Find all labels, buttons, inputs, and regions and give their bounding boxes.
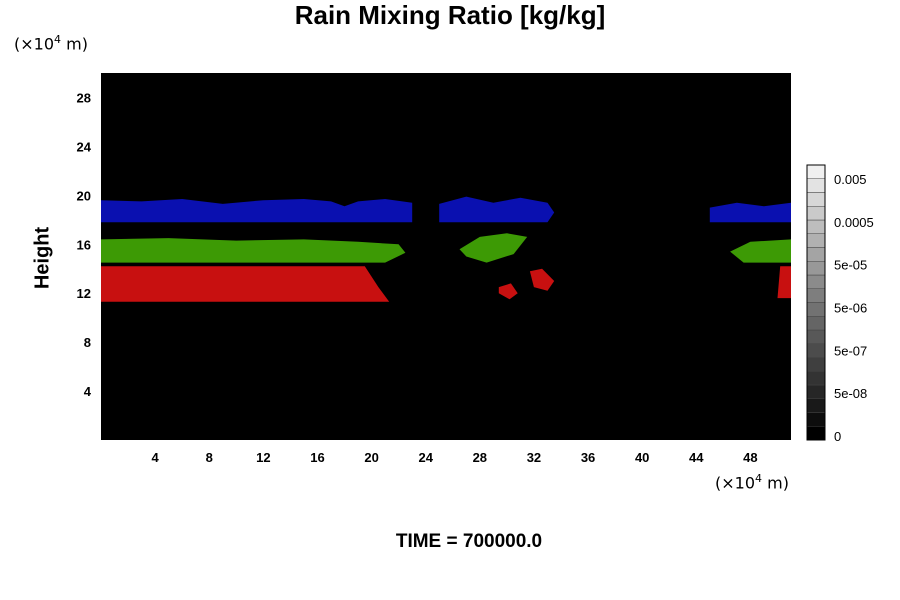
colorbar-segment: [806, 316, 826, 331]
colorbar-segment: [806, 343, 826, 358]
field-region-1: [439, 196, 555, 223]
colorbar-tick-label: 5e-05: [834, 258, 867, 273]
x-tick-label: 16: [310, 450, 324, 465]
x-tick-label: 36: [581, 450, 595, 465]
colorbar-segment: [806, 384, 826, 399]
colorbar-tick-label: 5e-07: [834, 343, 867, 358]
y-axis-unit: (×104 m): [14, 33, 88, 54]
x-tick-label: 4: [152, 450, 160, 465]
colorbar-tick-label: 0.005: [834, 172, 867, 187]
colorbar-tick-label: 5e-06: [834, 301, 867, 316]
x-tick-label: 24: [418, 450, 433, 465]
colorbar-segment: [806, 274, 826, 289]
x-tick-label: 32: [527, 450, 541, 465]
field-region-7: [529, 268, 555, 291]
colorbar-segment: [806, 219, 826, 234]
colorbar-segment: [806, 164, 826, 179]
colorbar-tick-label: 0: [834, 429, 841, 444]
colorbar-segment: [806, 233, 826, 248]
field-region-8: [498, 283, 518, 300]
x-tick-label: 20: [364, 450, 378, 465]
y-tick-label: 16: [77, 237, 91, 252]
x-axis-unit: (×104 m): [715, 472, 789, 493]
y-tick-label: 24: [77, 139, 92, 154]
colorbar-segment: [806, 288, 826, 303]
y-tick-label: 20: [77, 188, 91, 203]
x-tick-label: 8: [206, 450, 213, 465]
colorbar-segment: [806, 302, 826, 317]
field-region-9: [777, 266, 791, 299]
x-tick-label: 28: [473, 450, 487, 465]
x-tick-label: 40: [635, 450, 649, 465]
y-tick-label: 4: [84, 384, 92, 399]
colorbar-segment: [806, 261, 826, 276]
colorbar-segment: [806, 426, 826, 441]
colorbar-segment: [806, 371, 826, 386]
field-region-3: [101, 238, 406, 263]
x-tick-label: 44: [689, 450, 704, 465]
time-label: TIME = 700000.0: [395, 531, 543, 552]
y-tick-label: 8: [84, 335, 91, 350]
y-tick-label: 12: [77, 286, 91, 301]
field-region-0: [101, 199, 413, 223]
colorbar-segment: [806, 247, 826, 262]
x-tick-label: 12: [256, 450, 270, 465]
colorbar-segment: [806, 192, 826, 207]
colorbar-tick-label: 0.0005: [834, 215, 874, 230]
colorbar-frame: [806, 164, 826, 441]
colorbar-segment: [806, 329, 826, 344]
colorbar-segment: [806, 178, 826, 193]
colorbar-segment: [806, 412, 826, 427]
field-region-6: [101, 266, 390, 302]
x-tick-label: 48: [743, 450, 757, 465]
colorbar-segment: [806, 398, 826, 413]
colorbar-tick-label: 5e-08: [834, 386, 867, 401]
colorbar-segment: [806, 357, 826, 372]
y-tick-label: 28: [77, 90, 91, 105]
field-region-2: [709, 202, 791, 223]
field-region-5: [730, 239, 791, 263]
colorbar-segment: [806, 206, 826, 221]
field-region-4: [459, 233, 528, 263]
chart-title: Rain Mixing Ratio [kg/kg]: [294, 0, 606, 30]
